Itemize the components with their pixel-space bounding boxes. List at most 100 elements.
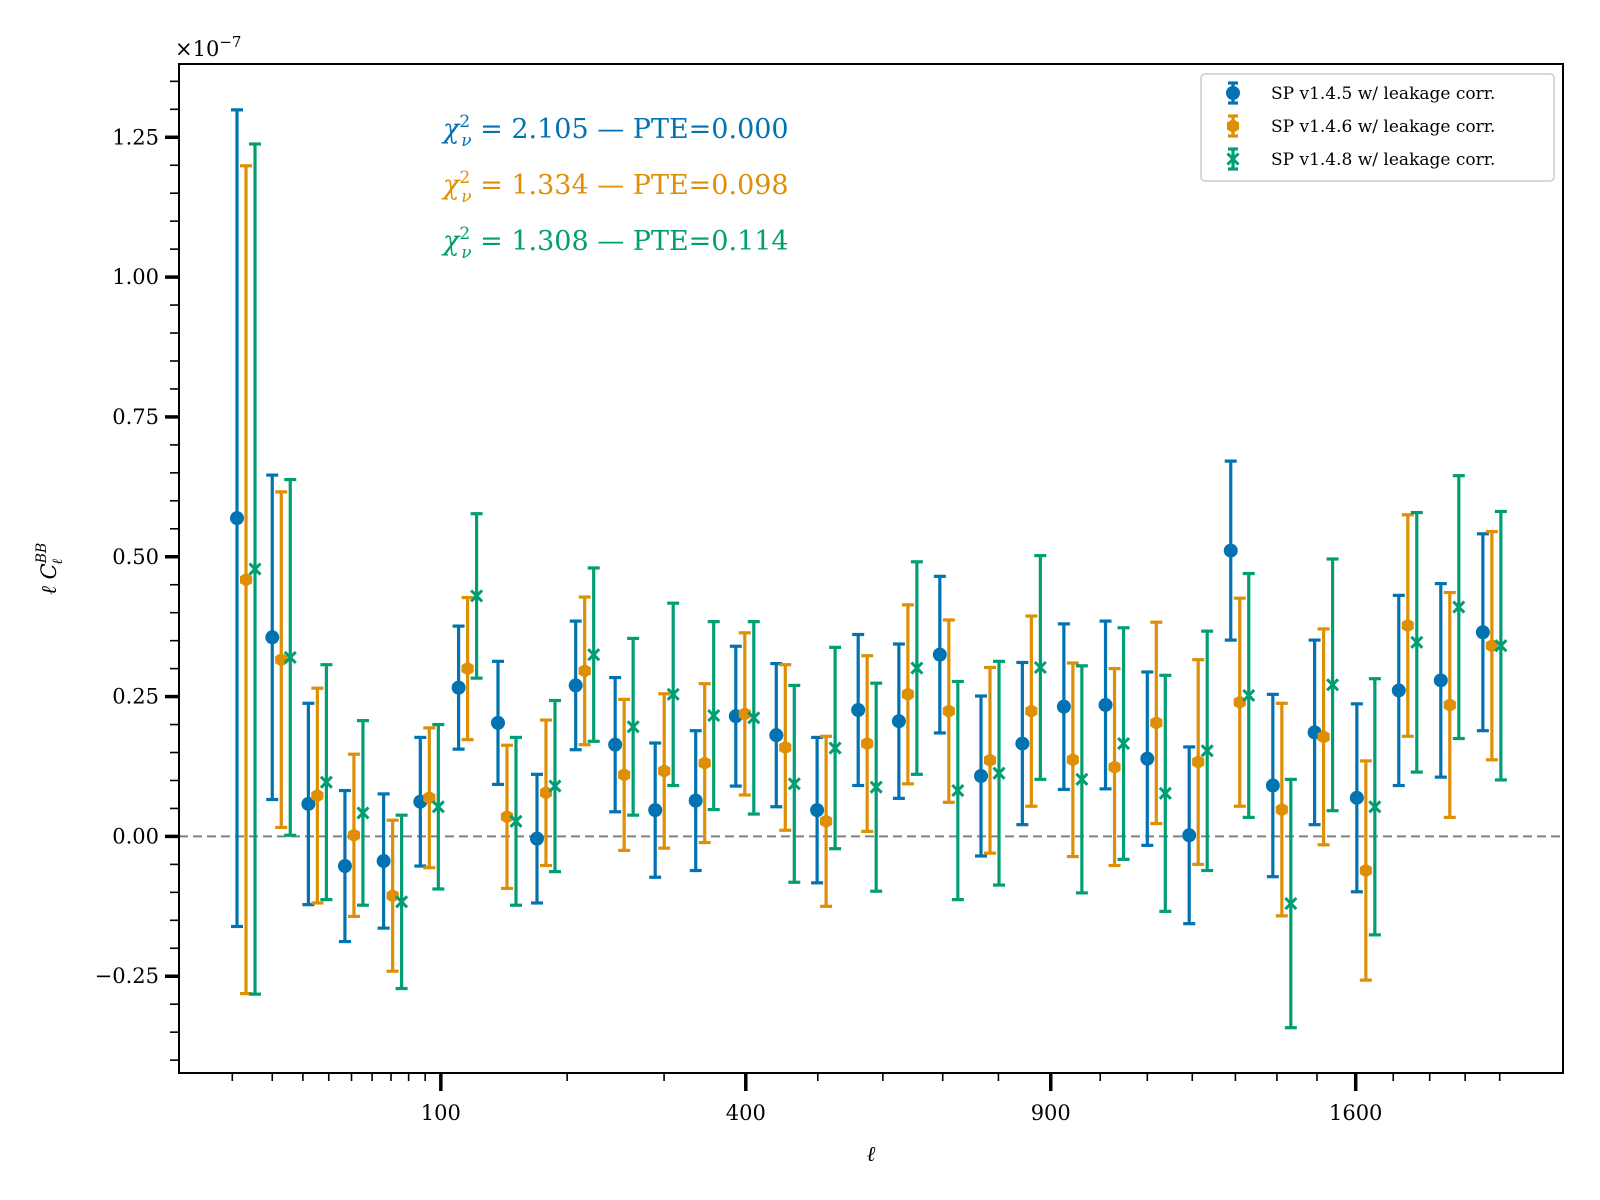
data-point-circle (1015, 736, 1030, 751)
data-point-circle (1226, 86, 1240, 100)
data-point-hexagon (738, 706, 751, 721)
data-point-circle (1140, 751, 1155, 766)
data-point-hexagon (461, 661, 474, 676)
data-point-circle (1182, 828, 1197, 843)
data-point-hexagon (1192, 755, 1205, 769)
data-point-x (1452, 600, 1466, 614)
data-point-x (248, 562, 262, 576)
data-point-x (1033, 660, 1047, 675)
legend-handle-0 (1226, 81, 1240, 105)
y-label-sub: ℓ (50, 559, 66, 565)
legend-handle-2 (1226, 147, 1240, 171)
x-axis-label: ℓ (867, 1142, 876, 1166)
data-point-circle (1056, 699, 1071, 714)
data-point-x (1116, 737, 1131, 751)
data-point-circle (1265, 778, 1280, 793)
data-point-x (828, 741, 842, 755)
data-point-x (1326, 678, 1340, 692)
data-point-hexagon (1233, 695, 1246, 710)
y-multiplier-base: ×10 (175, 37, 219, 61)
legend-label-v148: SP v1.4.8 w/ leakage corr. (1271, 150, 1495, 170)
series-2 (248, 142, 1508, 1030)
data-point-x (1494, 639, 1508, 653)
data-point-circle (301, 796, 316, 811)
data-point-hexagon (1401, 618, 1414, 633)
y-multiplier-exponent: −7 (219, 33, 241, 51)
data-point-circle (337, 859, 352, 874)
data-point-x (992, 766, 1006, 780)
data-point-hexagon (820, 814, 833, 829)
data-point-hexagon (658, 764, 671, 778)
data-point-circle (451, 680, 466, 695)
data-point-x (951, 783, 965, 798)
x-tick-label: 100 (421, 1101, 461, 1125)
data-point-hexagon (861, 736, 874, 751)
data-point-x (1075, 772, 1089, 786)
data-point-x (431, 800, 445, 814)
data-point-hexagon (1359, 863, 1372, 878)
data-point-hexagon (1275, 802, 1288, 817)
axes-frame (178, 63, 1564, 1074)
data-point-x (1368, 800, 1382, 814)
data-point-x (395, 895, 409, 909)
series-0 (230, 108, 1490, 944)
data-point-hexagon (618, 767, 631, 782)
y-tick-label: 1.00 (112, 265, 159, 289)
data-point-hexagon (275, 652, 288, 667)
data-marks (230, 108, 1508, 1030)
data-point-circle (568, 678, 583, 693)
data-point-circle (1475, 625, 1490, 640)
data-point-circle (230, 511, 245, 526)
y-tick-label: −0.25 (95, 964, 159, 988)
data-point-hexagon (1108, 760, 1121, 775)
data-point-x (356, 806, 370, 820)
data-point-circle (376, 854, 391, 869)
data-point-hexagon (942, 704, 955, 719)
data-point-x (787, 777, 801, 791)
data-point-circle (1433, 673, 1448, 688)
data-point-circle (1349, 790, 1364, 805)
data-point-x (509, 814, 523, 828)
data-point-x (869, 780, 883, 794)
y-tick-label: 0.00 (112, 824, 159, 848)
data-point-hexagon (539, 785, 552, 800)
data-point-circle (529, 831, 544, 846)
data-point-hexagon (1025, 704, 1038, 719)
data-point-x (1410, 635, 1424, 649)
data-point-circle (891, 714, 906, 729)
y-tick-label: 0.50 (112, 545, 159, 569)
data-point-hexagon (240, 572, 253, 587)
series-1 (240, 164, 1498, 996)
legend-handle-1 (1226, 114, 1240, 138)
data-point-hexagon (983, 753, 997, 768)
chi2-annotation-v145: χ2 ν = 2.105 — PTE=0.000 (441, 112, 789, 151)
data-point-x (470, 589, 484, 603)
data-point-hexagon (1443, 698, 1456, 712)
data-point-circle (810, 803, 825, 818)
y-tick-label: 0.75 (112, 405, 159, 429)
data-point-circle (973, 769, 988, 784)
data-point-hexagon (1226, 119, 1240, 133)
x-tick-label: 400 (726, 1101, 766, 1125)
chi2-annotation-v146: χ2 ν = 1.334 — PTE=0.098 (441, 168, 789, 207)
axis-ticks: −0.25 0.00 0.25 0.50 0.75 1.00 1.25 100 400 900 16… (95, 80, 1501, 1125)
data-point-circle (1098, 697, 1113, 712)
data-point-x (910, 661, 924, 675)
data-point-x (707, 709, 721, 723)
legend-label-v146: SP v1.4.6 w/ leakage corr. (1271, 117, 1495, 137)
data-point-hexagon (347, 828, 360, 843)
data-point-x (666, 687, 680, 701)
data-point-circle (648, 803, 663, 818)
data-point-hexagon (1150, 715, 1163, 730)
data-point-x (1158, 786, 1172, 800)
y-label-sup: BB (34, 543, 50, 565)
data-point-circle (688, 793, 703, 808)
legend-label-v145: SP v1.4.5 w/ leakage corr. (1271, 84, 1495, 104)
data-point-circle (265, 630, 280, 645)
data-point-circle (851, 703, 866, 718)
data-point-x (1200, 744, 1214, 758)
legend-box (1200, 73, 1555, 182)
data-point-x (283, 650, 297, 664)
data-point-hexagon (500, 809, 514, 824)
data-point-x (587, 648, 601, 662)
